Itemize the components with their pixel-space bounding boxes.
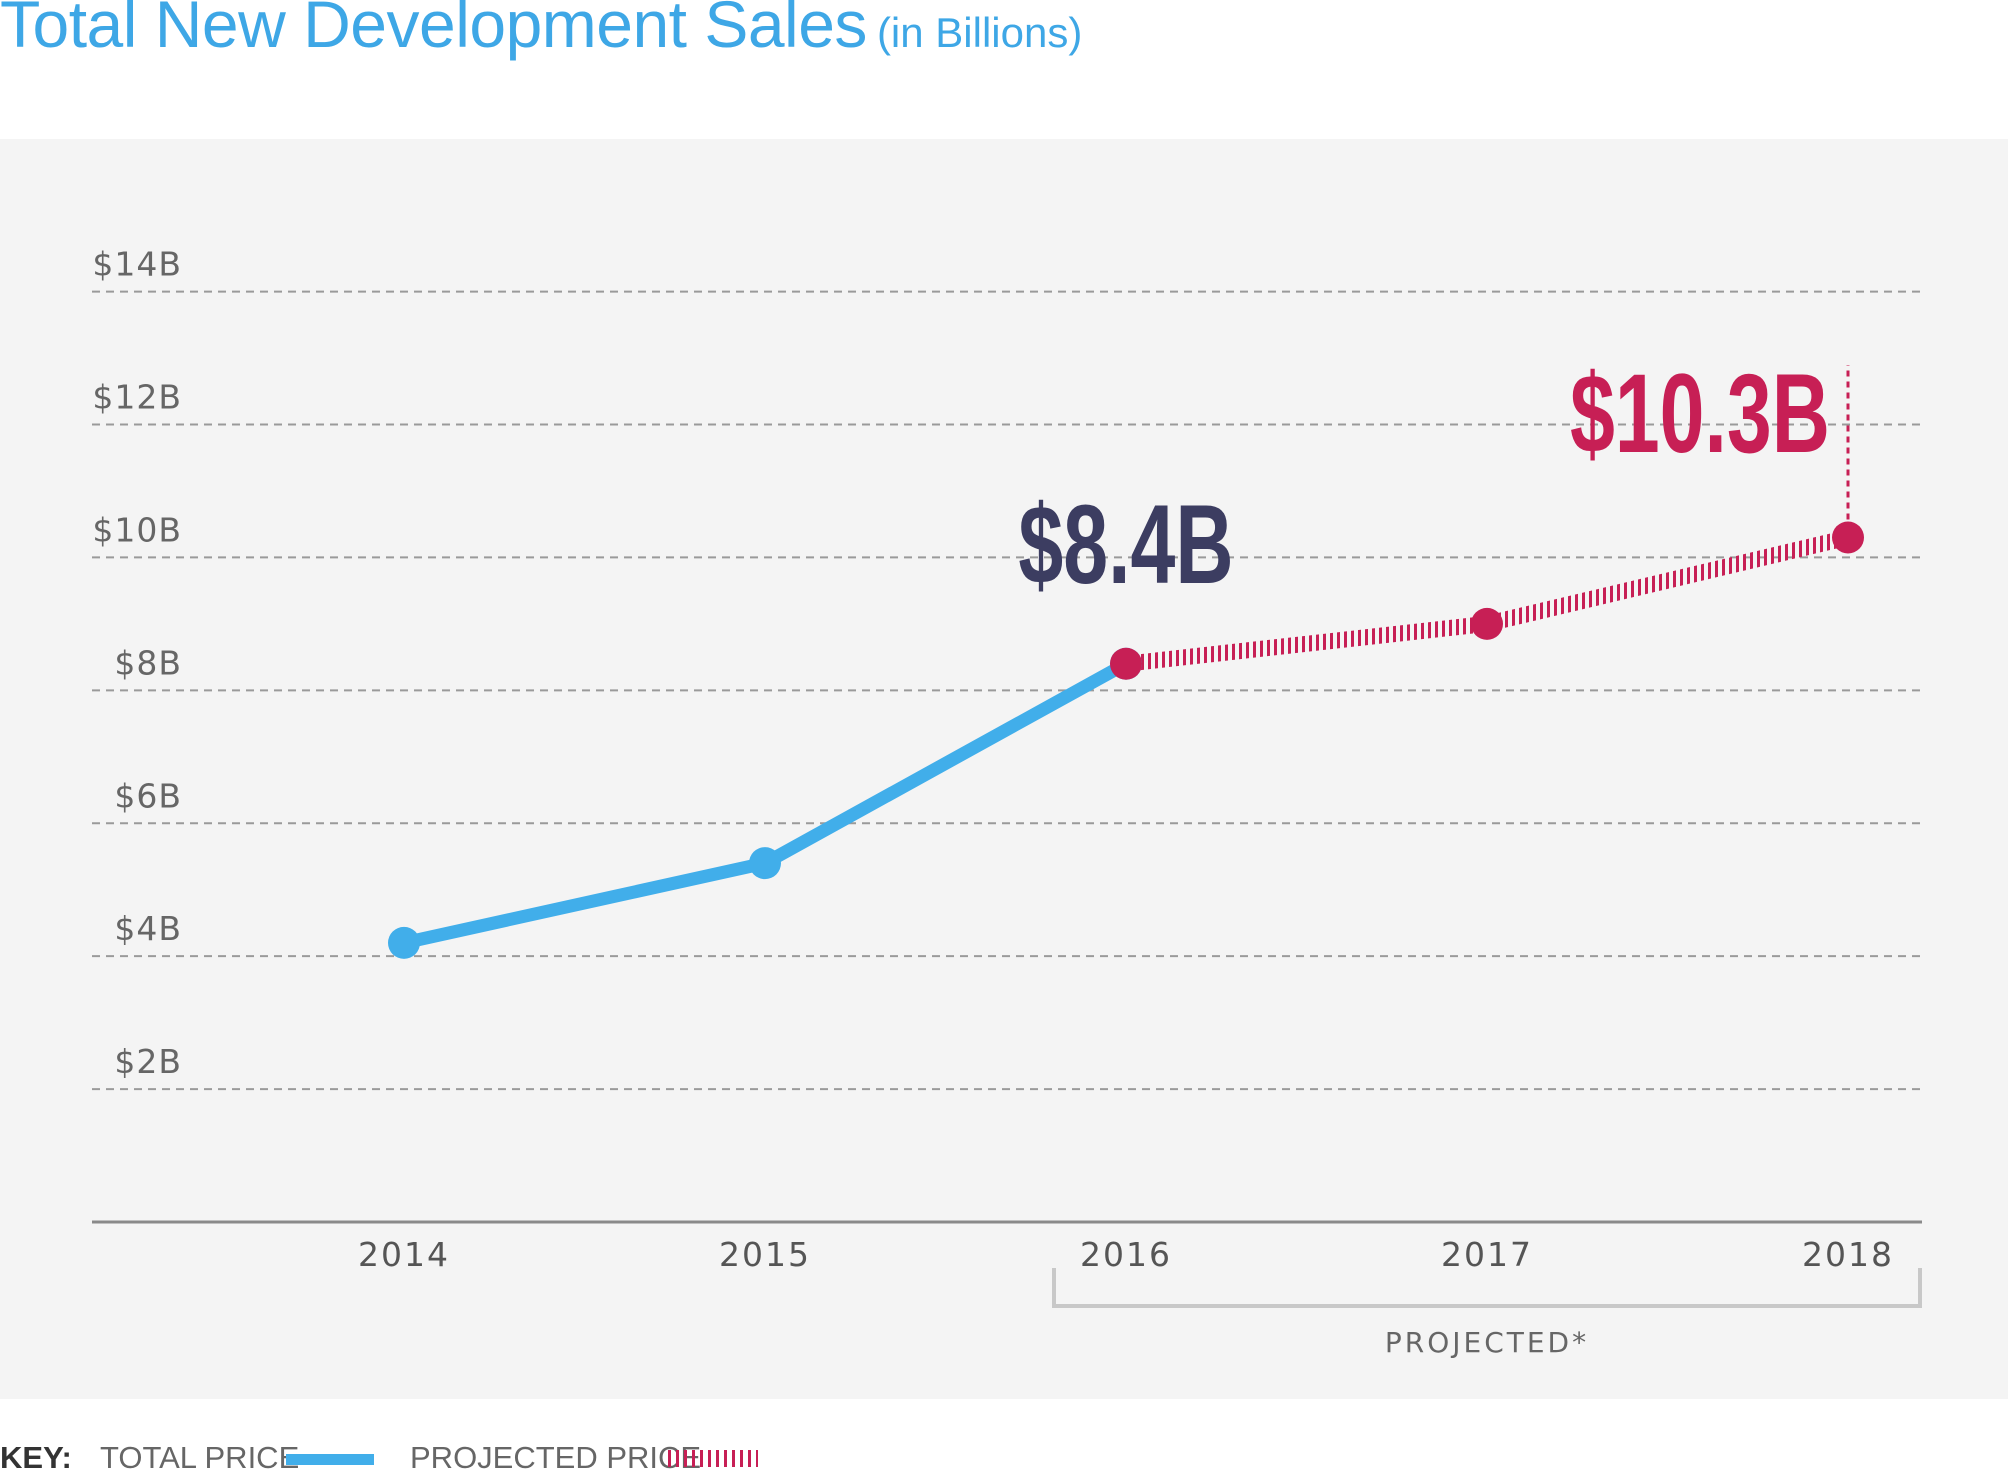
data-point-2014 <box>388 926 420 959</box>
legend-key-label: KEY: <box>0 1440 72 1475</box>
y-tick-label: $14B <box>92 245 182 284</box>
legend-total-price-swatch <box>286 1454 374 1465</box>
y-tick-label: $4B <box>114 909 182 948</box>
legend-projected-price-label: PROJECTED PRICE <box>410 1440 702 1475</box>
y-tick-label: $10B <box>92 510 182 549</box>
projected-bracket <box>1052 1268 1922 1308</box>
legend-projected-price-swatch <box>668 1450 758 1467</box>
y-tick-label: $8B <box>114 643 182 682</box>
x-tick-label: 2015 <box>719 1235 811 1274</box>
data-point-2016 <box>1110 647 1142 680</box>
chart-panel <box>0 139 2008 1399</box>
data-point-2018 <box>1832 521 1864 554</box>
y-tick-label: $12B <box>92 378 182 417</box>
x-tick-label: 2016 <box>1080 1235 1172 1274</box>
x-tick-label: 2014 <box>358 1235 450 1274</box>
y-tick-label: $6B <box>114 776 182 815</box>
series-line-total-price <box>397 657 1133 950</box>
series-line-projected-price <box>1125 529 1850 672</box>
title-subtitle: (in Billions) <box>876 9 1083 56</box>
data-point-2017 <box>1471 607 1503 640</box>
annotation-label: $8.4B <box>1018 482 1233 607</box>
title-main: Total New Development Sales <box>0 0 867 61</box>
y-tick-label: $2B <box>114 1042 182 1081</box>
annotation-label: $10.3B <box>1570 351 1830 476</box>
chart-title: Total New Development Sales (in Billions) <box>0 0 1082 62</box>
x-tick-label: 2018 <box>1802 1235 1894 1274</box>
x-tick-label: 2017 <box>1441 1235 1533 1274</box>
projected-bracket-label: PROJECTED* <box>1385 1326 1589 1359</box>
legend-total-price-label: TOTAL PRICE <box>100 1440 300 1475</box>
data-point-2015 <box>749 847 781 880</box>
